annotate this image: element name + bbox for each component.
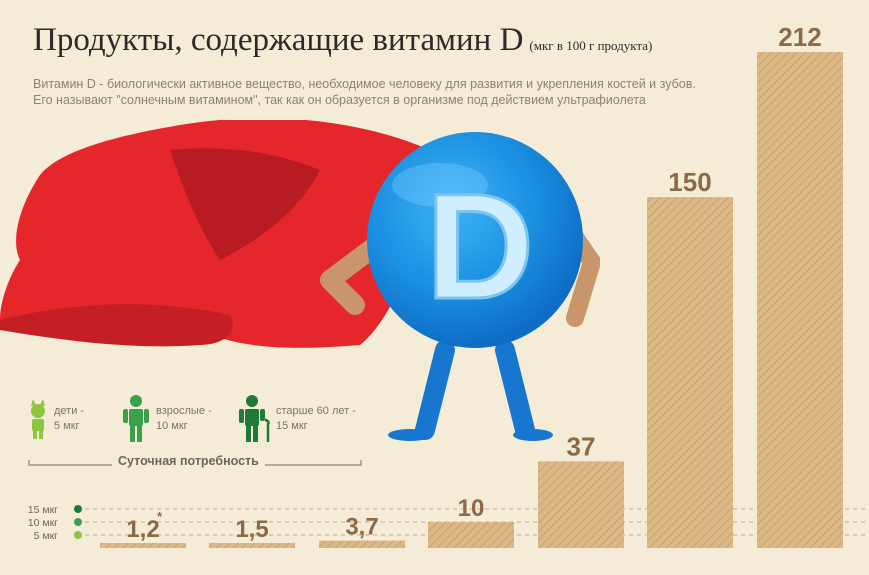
cape-fold-shape xyxy=(170,148,320,260)
description: Витамин D - биологически активное вещест… xyxy=(33,76,753,108)
title-unit: (мкг в 100 г продукта) xyxy=(529,38,653,53)
bar-label-1: 1,2 xyxy=(126,516,159,543)
bar-2 xyxy=(209,543,295,548)
left-leg xyxy=(415,340,455,440)
legend-adults-line1: взрослые - xyxy=(156,405,212,417)
bar-3 xyxy=(319,540,405,548)
vitamin-d-superhero-illustration: D xyxy=(0,120,600,441)
reference-label-5: 5 мкг xyxy=(34,530,59,542)
legend-children-label: дети - 5 мкг xyxy=(54,404,84,434)
legend-children-line2: 5 мкг xyxy=(54,420,80,432)
bar-label-7: 212 xyxy=(778,22,821,52)
legend-elderly: старше 60 лет - 15 мкг xyxy=(236,394,356,444)
vitamin-ball xyxy=(367,132,583,348)
description-line-2: Его называют "солнечным витамином", так … xyxy=(33,93,646,107)
reference-label-10: 10 мкг xyxy=(28,517,58,529)
legend-children: дети - 5 мкг xyxy=(26,394,84,442)
legend-elderly-label: старше 60 лет - 15 мкг xyxy=(276,404,356,434)
title-text: Продукты, содержащие витамин D xyxy=(33,22,524,58)
page-title: Продукты, содержащие витамин D (мкг в 100… xyxy=(33,22,652,59)
bar-6 xyxy=(647,197,733,548)
reference-dot-10 xyxy=(74,518,82,526)
cape-shadow-shape xyxy=(0,304,233,347)
legend-adults-line2: 10 мкг xyxy=(156,420,188,432)
reference-dot-5 xyxy=(74,531,82,539)
legend-adults: взрослые - 10 мкг xyxy=(120,394,212,444)
reference-label-15: 15 мкг xyxy=(28,504,58,516)
bar-label-5: 37 xyxy=(567,431,596,461)
elder-icon xyxy=(239,395,270,442)
bar-footnote-mark: * xyxy=(157,509,163,524)
ball-highlight xyxy=(392,163,488,207)
bar-label-2: 1,5 xyxy=(235,516,268,543)
vitamin-letter: D xyxy=(426,162,534,330)
bar-7 xyxy=(757,52,843,548)
bar-1 xyxy=(100,543,186,548)
left-shoe xyxy=(388,429,432,441)
bar-5 xyxy=(538,461,624,548)
right-shoe xyxy=(513,429,553,441)
bar-label-3: 3,7 xyxy=(345,514,378,541)
daily-need-caption: Суточная потребность xyxy=(112,454,265,468)
reference-dot-15 xyxy=(74,505,82,513)
legend-children-line1: дети - xyxy=(54,405,85,417)
child-icon xyxy=(31,399,45,439)
bar-label-6: 150 xyxy=(668,167,711,197)
bar-label-4: 10 xyxy=(458,495,485,522)
adult-icon xyxy=(123,395,149,442)
description-line-1: Витамин D - биологически активное вещест… xyxy=(33,77,696,91)
legend-elderly-line2: 15 мкг xyxy=(276,420,308,432)
legend-elderly-line1: старше 60 лет - xyxy=(276,405,356,417)
bar-4 xyxy=(428,522,514,548)
legend-adults-label: взрослые - 10 мкг xyxy=(156,404,212,434)
right-leg xyxy=(495,340,535,440)
